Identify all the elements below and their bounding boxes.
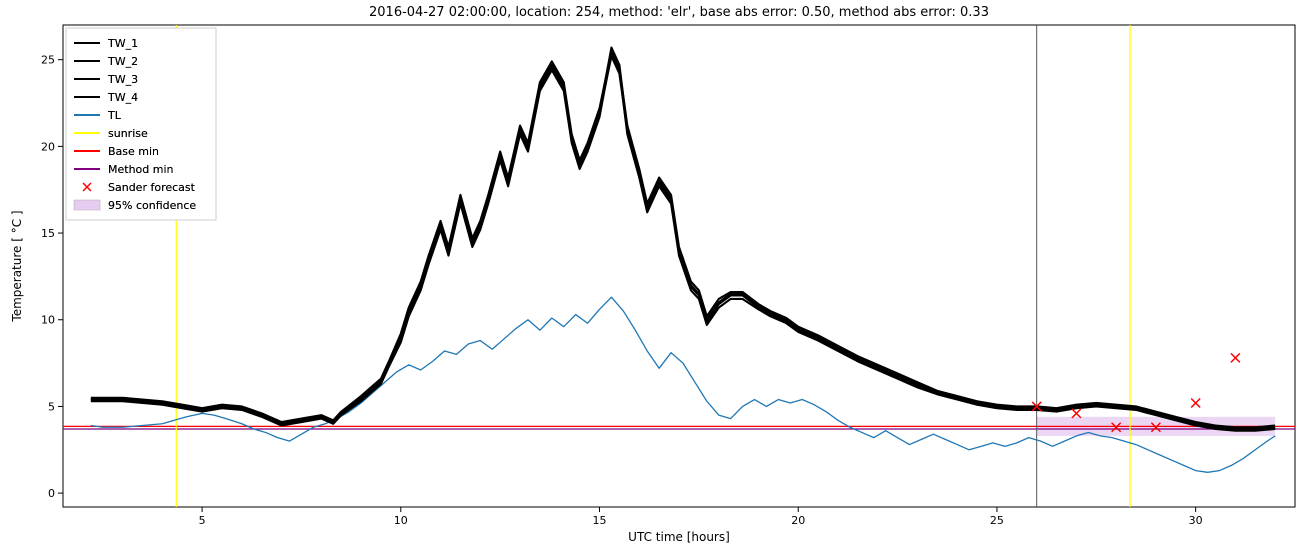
- y-axis-label: Temperature [ °C ]: [10, 210, 24, 322]
- ytick-label: 20: [41, 140, 55, 153]
- chart-title: 2016-04-27 02:00:00, location: 254, meth…: [369, 5, 989, 20]
- legend-label: Base min: [108, 145, 159, 158]
- legend-label: sunrise: [108, 127, 148, 140]
- legend-swatch: [74, 200, 100, 210]
- ytick-label: 15: [41, 227, 55, 240]
- legend-label: Sander forecast: [108, 181, 196, 194]
- ytick-label: 5: [48, 400, 55, 413]
- chart-svg: 5 10 15 20 25 30 0 5 10 15 20 25 UTC time [hours] Tem…: [0, 0, 1310, 547]
- xtick-label: 15: [593, 514, 607, 527]
- xtick-label: 25: [990, 514, 1004, 527]
- legend-label: TL: [107, 109, 122, 122]
- xtick-label: 30: [1189, 514, 1203, 527]
- xtick-label: 5: [199, 514, 206, 527]
- ytick-label: 10: [41, 314, 55, 327]
- xtick-label: 10: [394, 514, 408, 527]
- legend-label: TW_1: [107, 37, 138, 50]
- legend-label: TW_4: [107, 91, 138, 104]
- x-axis-label: UTC time [hours]: [628, 530, 730, 544]
- legend-label: TW_3: [107, 73, 138, 86]
- xtick-label: 20: [791, 514, 805, 527]
- legend-label: 95% confidence: [108, 199, 196, 212]
- ytick-label: 0: [48, 487, 55, 500]
- chart-container: 5 10 15 20 25 30 0 5 10 15 20 25 UTC time [hours] Tem…: [0, 0, 1310, 547]
- legend-label: Method min: [108, 163, 174, 176]
- legend-label: TW_2: [107, 55, 138, 68]
- ytick-label: 25: [41, 54, 55, 67]
